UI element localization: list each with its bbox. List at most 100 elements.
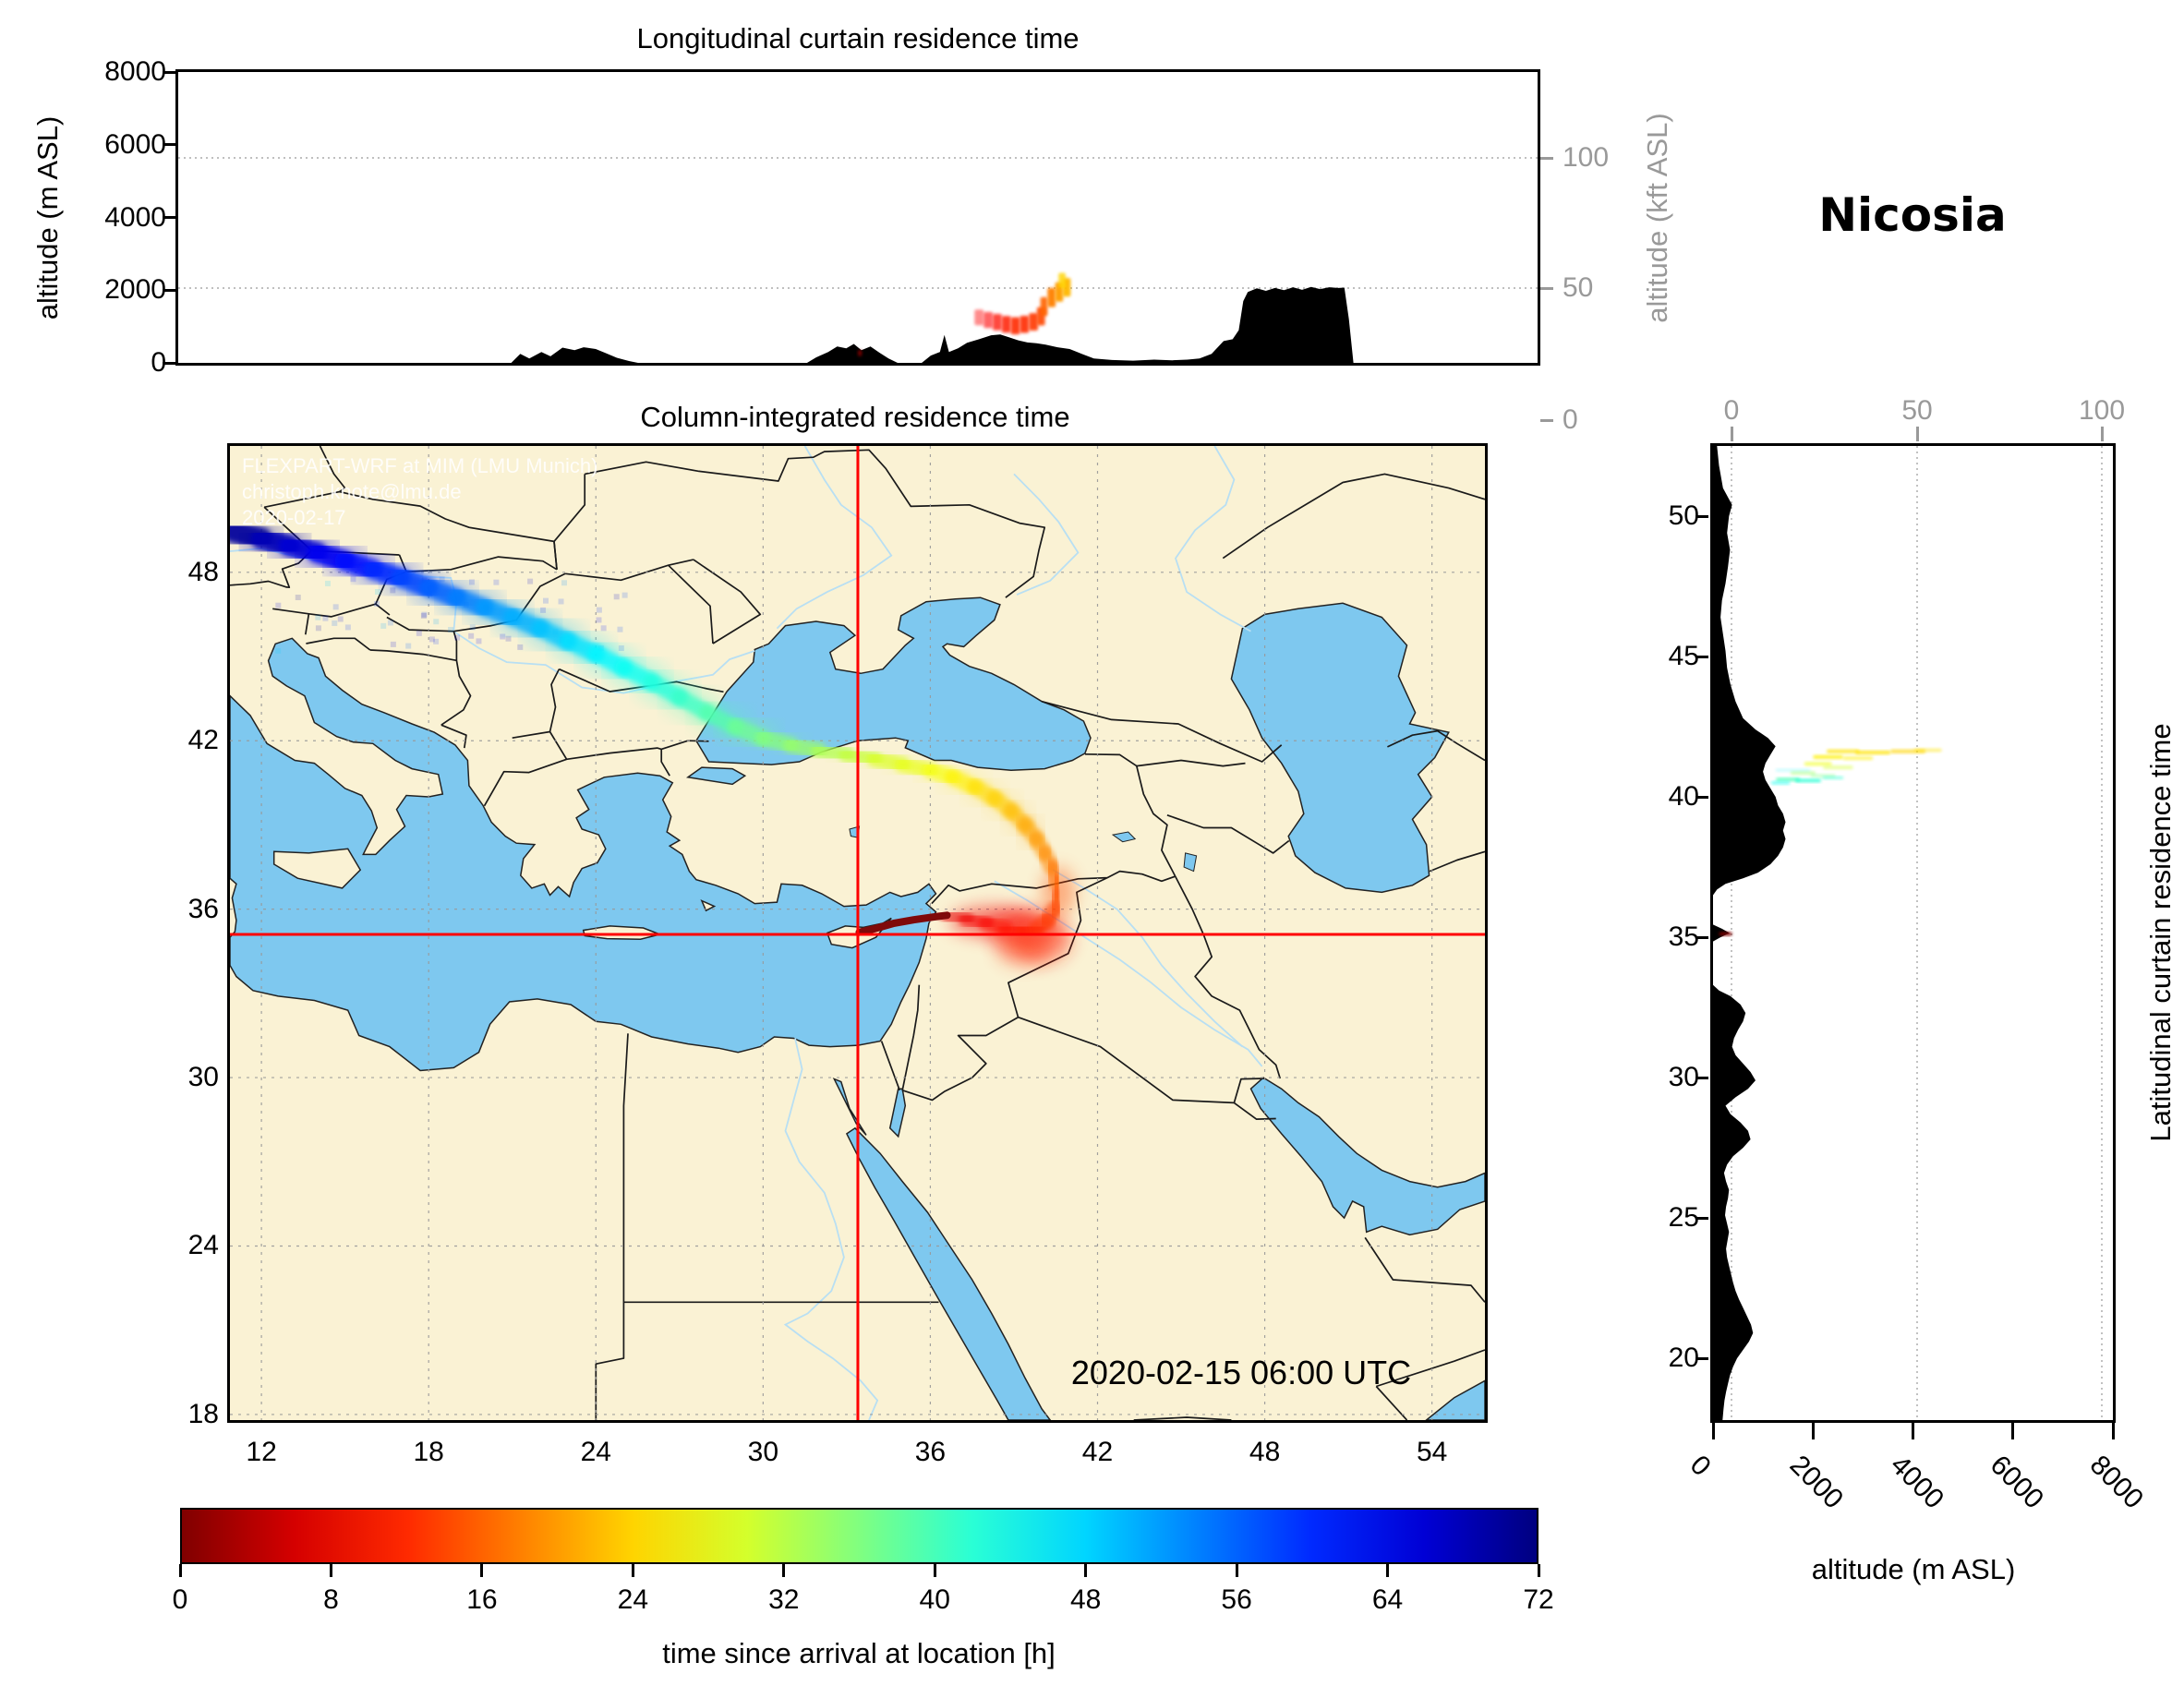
- country-border: [1222, 473, 1485, 560]
- terrain-profile-longitudinal: [178, 286, 1538, 363]
- tick-mark: [163, 361, 175, 365]
- ytick-lat: 24: [187, 1230, 219, 1261]
- ytick-lat-right: 30: [1668, 1062, 1699, 1093]
- xtick-kft-right: 50: [1901, 395, 1933, 426]
- country-border: [1166, 813, 1290, 854]
- longitudinal-curtain-panel: [175, 69, 1540, 366]
- tick-mark: [1695, 1076, 1708, 1079]
- ytick-lat: 36: [187, 893, 219, 924]
- speckle: [527, 578, 534, 584]
- river-nile: [783, 1038, 879, 1420]
- speckle: [448, 627, 454, 633]
- country-border: [369, 649, 457, 662]
- country-border: [272, 603, 377, 618]
- speckle: [433, 619, 440, 625]
- arrival-track: [855, 911, 951, 936]
- country-border: [263, 490, 558, 570]
- country-border: [1387, 729, 1485, 762]
- speckle: [322, 615, 329, 621]
- country-border: [1233, 1102, 1276, 1120]
- speckle: [295, 595, 301, 601]
- colorbar-label: time since arrival at location [h]: [662, 1637, 1056, 1669]
- speckle: [390, 641, 396, 647]
- residence-cell: [1855, 751, 1891, 754]
- sea-red_sea: [845, 1126, 1052, 1420]
- country-border: [304, 613, 310, 635]
- country-border: [931, 870, 1176, 905]
- tick-mark: [1540, 286, 1553, 290]
- longitudinal-curtain-plot: [178, 157, 1538, 363]
- speckle: [596, 617, 602, 623]
- sea-marmara: [685, 766, 747, 786]
- speckle: [476, 638, 482, 644]
- speckle: [428, 636, 435, 643]
- map-timestamp: 2020-02-15 06:00 UTC: [1070, 1354, 1412, 1391]
- country-border: [1429, 850, 1485, 873]
- country-border: [1084, 753, 1176, 877]
- speckle: [493, 579, 500, 585]
- speckle: [315, 614, 321, 620]
- ytick-m-asl: 2000: [104, 274, 166, 306]
- river-tigris: [1052, 869, 1244, 1048]
- speckle: [405, 643, 412, 649]
- tick-mark: [2100, 427, 2104, 441]
- river-euphrates: [994, 880, 1263, 1067]
- tick-mark: [1695, 1216, 1708, 1220]
- top-panel-title: Longitudinal curtain residence time: [636, 22, 1080, 54]
- speckle: [596, 607, 602, 613]
- latitudinal-curtain-panel: [1710, 443, 2116, 1423]
- residence-cell: [1813, 754, 1843, 759]
- sea-caspian: [1230, 602, 1450, 894]
- colorbar-tick: 72: [1523, 1584, 1554, 1615]
- residence-cell: [983, 311, 993, 329]
- country-border: [1136, 759, 1246, 767]
- tick-mark: [933, 1564, 936, 1577]
- residence-cell: [974, 309, 984, 326]
- tick-mark: [163, 216, 175, 219]
- speckle: [600, 625, 607, 632]
- country-border: [1008, 876, 1108, 1018]
- residence-cell: [1842, 756, 1874, 761]
- ytick-kft: 0: [1563, 404, 1578, 435]
- country-border: [306, 637, 371, 651]
- xtick-lon: 54: [1416, 1437, 1448, 1467]
- country-border: [660, 749, 670, 777]
- ytick-lat: 30: [187, 1062, 219, 1093]
- sea-arabian_corner: [1425, 1379, 1485, 1420]
- tick-mark: [1540, 156, 1553, 160]
- speckle: [421, 611, 428, 618]
- speckle: [275, 602, 282, 608]
- station-name: Nicosia: [1818, 188, 2007, 242]
- speckle: [617, 626, 623, 632]
- colorbar-tick: 32: [768, 1584, 800, 1615]
- residence-cell: [1047, 287, 1056, 307]
- ytick-kft: 50: [1563, 272, 1594, 303]
- speckle: [420, 612, 427, 619]
- speckle: [344, 624, 351, 631]
- residence-cell: [1790, 771, 1816, 775]
- country-border: [585, 449, 1046, 598]
- xtick-lon: 18: [413, 1437, 444, 1467]
- residence-cell: [1822, 776, 1844, 779]
- residence-cell: [1823, 765, 1853, 770]
- country-border: [440, 631, 472, 726]
- colorbar-tick: 48: [1069, 1584, 1102, 1615]
- residence-cell: [1770, 781, 1791, 785]
- sea-black_azov: [695, 596, 1092, 771]
- residence-cell: [1719, 932, 1732, 936]
- colorbar-tick: 8: [323, 1584, 339, 1615]
- country-border: [386, 616, 454, 632]
- diffuse-patch: [995, 933, 1049, 967]
- latitudinal-curtain-plot: [1713, 446, 2103, 1420]
- country-border: [565, 559, 694, 582]
- residence-cell: [1001, 316, 1011, 333]
- tick-mark: [2011, 1423, 2015, 1439]
- colorbar-tick: 56: [1221, 1584, 1252, 1615]
- tick-mark: [1235, 1564, 1238, 1577]
- speckle: [387, 620, 393, 626]
- tick-mark: [1695, 514, 1708, 518]
- xtick-m-right: 4000: [1884, 1450, 1949, 1515]
- ytick-lat: 18: [187, 1398, 219, 1429]
- country-border: [880, 1041, 900, 1091]
- xtick-m-right: 8000: [2083, 1450, 2150, 1515]
